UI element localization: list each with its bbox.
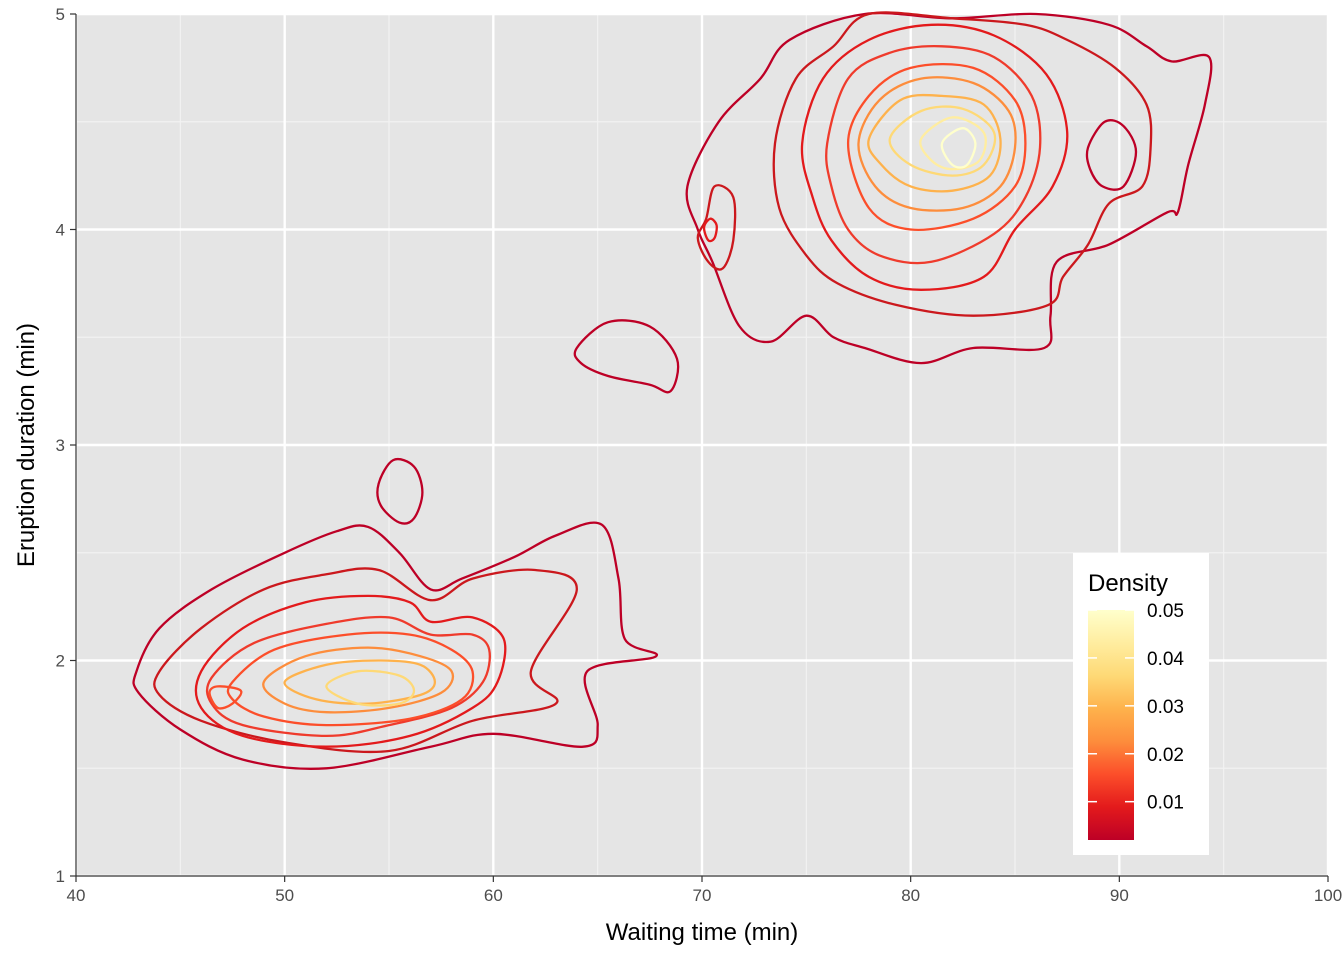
y-tick-label: 3 xyxy=(56,436,65,455)
contour-line xyxy=(702,217,718,243)
legend-colorbar xyxy=(1088,610,1134,840)
contour-line xyxy=(376,457,424,525)
legend-tick-label: 0.05 xyxy=(1147,601,1184,622)
contour-line xyxy=(262,646,455,714)
contour-line xyxy=(940,127,977,169)
x-tick-label: 90 xyxy=(1110,886,1129,905)
y-axis-title: Eruption duration (min) xyxy=(13,323,40,567)
contour-line xyxy=(573,319,680,394)
contour-line xyxy=(208,685,243,710)
contour-lines xyxy=(132,11,1213,770)
legend-tick-label: 0.02 xyxy=(1147,745,1184,766)
contour-line xyxy=(888,105,997,177)
contour-line xyxy=(919,116,987,171)
legend: Density 0.05 0.04 0.03 0.02 0.01 xyxy=(1073,553,1209,855)
y-tick-label: 1 xyxy=(56,867,65,886)
contour-line xyxy=(867,93,1002,193)
y-axis-ticks: 1 2 3 4 5 xyxy=(56,5,76,886)
contour-line xyxy=(325,669,416,707)
x-tick-label: 60 xyxy=(484,886,503,905)
x-axis-title: Waiting time (min) xyxy=(606,919,798,946)
y-tick-label: 5 xyxy=(56,5,65,24)
x-tick-label: 50 xyxy=(275,886,294,905)
x-tick-label: 70 xyxy=(693,886,712,905)
legend-title: Density xyxy=(1088,570,1168,597)
y-tick-label: 4 xyxy=(56,221,65,240)
contour-line xyxy=(153,567,578,754)
contour-line xyxy=(1085,119,1138,191)
contour-line xyxy=(194,594,507,748)
legend-tick-label: 0.04 xyxy=(1147,649,1184,670)
contour-line xyxy=(857,76,1017,212)
contour-line xyxy=(696,184,737,271)
legend-tick-label: 0.01 xyxy=(1147,793,1184,814)
legend-ticks: 0.05 0.04 0.03 0.02 0.01 xyxy=(1088,601,1184,814)
contour-line xyxy=(132,521,658,770)
x-tick-label: 40 xyxy=(67,886,86,905)
contour-line xyxy=(825,45,1042,265)
contour-line xyxy=(772,11,1153,317)
x-tick-label: 80 xyxy=(901,886,920,905)
y-tick-label: 2 xyxy=(56,652,65,671)
x-tick-label: 100 xyxy=(1314,886,1342,905)
contour-line xyxy=(205,615,491,738)
contour-line xyxy=(846,62,1027,231)
x-axis-ticks: 40 50 60 70 80 90 100 xyxy=(67,876,1342,905)
contour-line xyxy=(226,631,475,727)
contour-line xyxy=(800,23,1069,291)
contour-line xyxy=(283,659,437,705)
legend-tick-label: 0.03 xyxy=(1147,697,1184,718)
